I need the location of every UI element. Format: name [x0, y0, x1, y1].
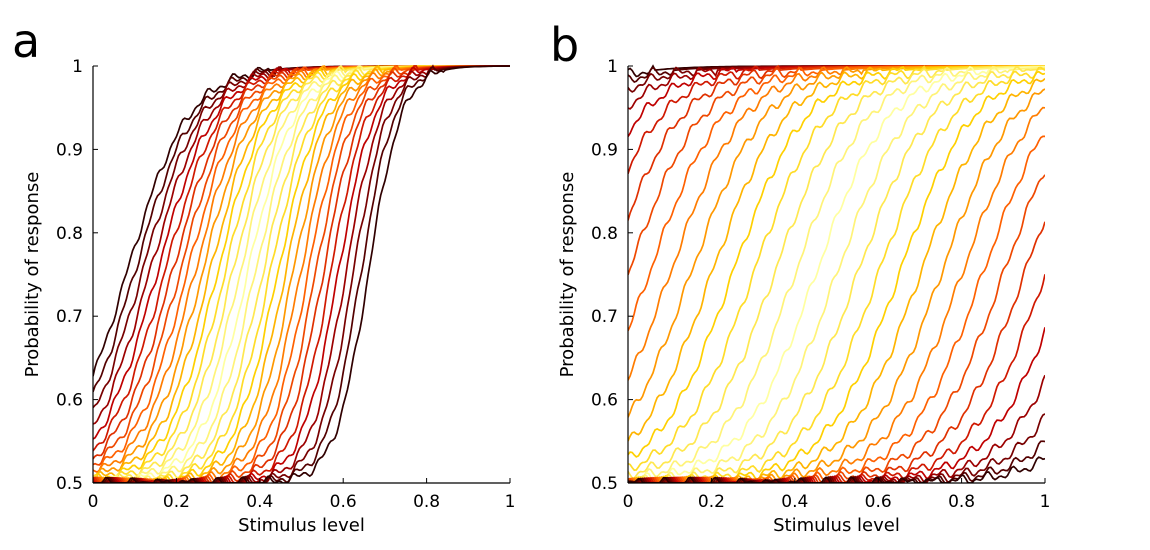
y-tick-label: 0.9 — [591, 140, 618, 160]
series-line — [628, 65, 1045, 483]
series-line — [628, 88, 1045, 483]
x-tick-label: 0.2 — [163, 492, 190, 512]
series-line — [628, 440, 1045, 483]
y-tick-label: 0.8 — [591, 224, 618, 244]
series-line — [628, 65, 1045, 483]
x-axis-label: Stimulus level — [238, 515, 365, 536]
x-axis-label: Stimulus level — [773, 515, 900, 536]
x-tick-label: 0.6 — [865, 492, 892, 512]
x-tick-label: 0.8 — [413, 492, 440, 512]
series-line — [93, 65, 510, 377]
y-tick-label: 0.6 — [56, 391, 83, 411]
series-line — [628, 106, 1045, 483]
x-tick-label: 0.4 — [246, 492, 273, 512]
y-tick-label: 1 — [607, 57, 618, 77]
series-line — [628, 64, 1045, 221]
y-tick-label: 0.9 — [56, 140, 83, 160]
series-line — [628, 65, 1045, 418]
series-line — [628, 374, 1045, 483]
y-axis-label: Probability of response — [22, 172, 43, 378]
x-tick-label: 1 — [505, 492, 516, 512]
y-tick-label: 0.8 — [56, 224, 83, 244]
y-tick-label: 0.5 — [591, 474, 618, 494]
y-tick-label: 0.5 — [56, 474, 83, 494]
series-line — [628, 65, 1045, 458]
series-line — [93, 65, 510, 425]
series-line — [93, 65, 510, 483]
x-tick-label: 0 — [623, 492, 634, 512]
series-line — [628, 456, 1045, 483]
panel-letter-b: b — [550, 18, 580, 72]
series-line — [628, 65, 1045, 483]
x-tick-label: 0.4 — [781, 492, 808, 512]
x-tick-label: 0.2 — [698, 492, 725, 512]
x-tick-label: 0.8 — [948, 492, 975, 512]
series-line — [93, 64, 510, 483]
y-axis-label: Probability of response — [557, 172, 578, 378]
series-line — [628, 66, 1045, 483]
y-tick-label: 0.6 — [591, 391, 618, 411]
series-line — [628, 174, 1045, 483]
series-line — [628, 65, 1045, 479]
x-tick-label: 0 — [88, 492, 99, 512]
x-tick-label: 1 — [1040, 492, 1051, 512]
x-tick-label: 0.6 — [330, 492, 357, 512]
y-tick-label: 1 — [72, 57, 83, 77]
series-line — [628, 413, 1045, 483]
series-line — [628, 65, 1045, 276]
y-tick-label: 0.7 — [56, 307, 83, 327]
y-tick-label: 0.7 — [591, 307, 618, 327]
series-line — [628, 65, 1045, 174]
series-line — [628, 77, 1045, 483]
panel-letter-a: a — [12, 14, 41, 68]
series-line — [93, 65, 510, 452]
series-line — [628, 135, 1045, 483]
